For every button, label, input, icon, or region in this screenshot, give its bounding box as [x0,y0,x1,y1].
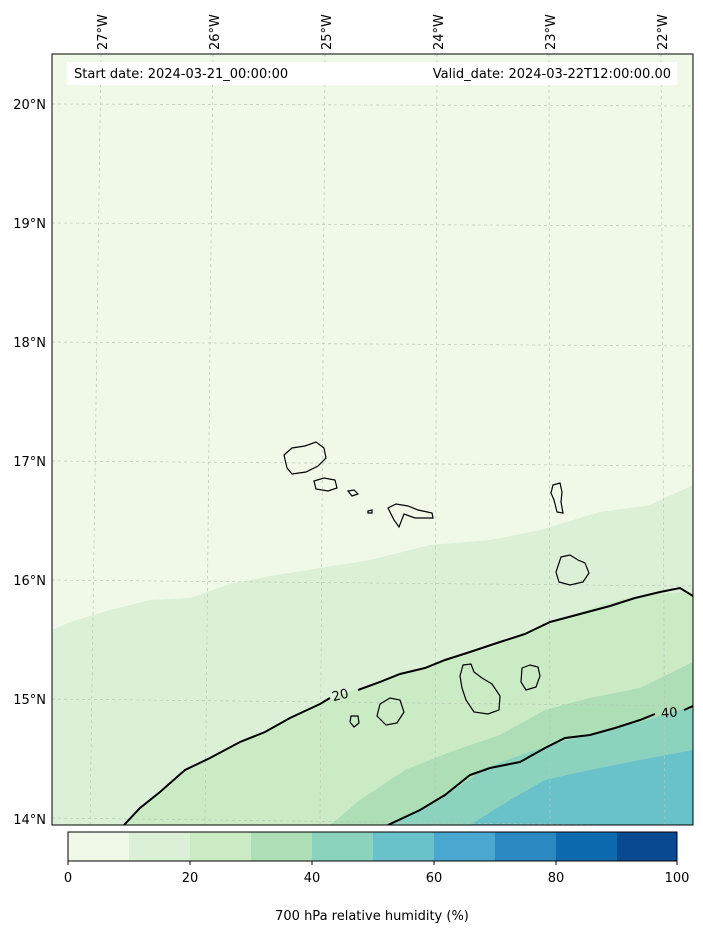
lat-label-18n: 18°N [13,336,46,351]
colorbar-seg-4 [312,832,373,861]
lon-label-25w: 25°W [320,14,335,50]
colorbar-seg-7 [495,832,556,861]
colorbar-seg-5 [373,832,434,861]
island-fogo [376,697,405,726]
island-santo-antao [283,441,327,475]
latitude-labels: 20°N 19°N 18°N 17°N 16°N 15°N 14°N [13,98,46,828]
island-brava [349,715,360,728]
island-branco [367,509,373,514]
colorbar-seg-1 [129,832,190,861]
colorbar-tick-20: 20 [182,871,199,886]
colorbar-ticks [67,861,678,865]
colorbar-seg-8 [556,832,617,861]
contour-40 [387,705,693,825]
colorbar-seg-0 [68,832,129,861]
humidity-field [52,54,693,825]
colorbar-label: 700 hPa relative humidity (%) [275,909,469,924]
lat-label-15n: 15°N [13,693,46,708]
colorbar-seg-2 [190,832,251,861]
start-date-text: Start date: 2024-03-21_00:00:00 [74,67,288,82]
island-sao-vicente [313,477,338,492]
colorbar-tick-100: 100 [665,871,690,886]
contour-20 [123,586,693,825]
colorbar-seg-3 [251,832,312,861]
island-sal [550,482,564,514]
lon-label-23w: 23°W [544,14,559,50]
lon-label-26w: 26°W [208,14,223,50]
colorbar-tick-80: 80 [548,871,565,886]
contour-label-40: 40 [661,705,679,721]
colorbar-tick-40: 40 [304,871,321,886]
colorbar-seg-9 [617,832,677,861]
valid-date-text: Valid_date: 2024-03-22T12:00:00.00 [433,67,671,82]
contour-label-20: 20 [331,687,351,706]
longitude-labels: 27°W 26°W 25°W 24°W 23°W 22°W [96,14,671,50]
colorbar-frame [67,831,678,862]
colorbar-tick-60: 60 [426,871,443,886]
map-frame [51,53,694,826]
island-santa-luzia [346,489,360,497]
islands [283,441,590,728]
colorbar-tick-0: 0 [64,871,72,886]
lat-label-16n: 16°N [13,574,46,589]
lat-label-17n: 17°N [13,455,46,470]
island-sao-nicolau [387,503,434,529]
lat-label-20n: 20°N [13,98,46,113]
lon-label-24w: 24°W [432,14,447,50]
lat-label-19n: 19°N [13,217,46,232]
date-header-box [67,62,677,85]
lon-label-22w: 22°W [656,14,671,50]
colorbar-seg-6 [434,832,495,861]
colorbar: 0 20 40 60 80 100 700 hPa relative humid… [64,831,690,924]
lat-label-14n: 14°N [13,813,46,828]
island-maio [520,664,541,691]
lon-label-27w: 27°W [96,14,111,50]
gridlines [52,54,693,825]
island-boa-vista [555,554,590,586]
band-50-60 [470,750,693,825]
island-santiago [459,663,501,715]
